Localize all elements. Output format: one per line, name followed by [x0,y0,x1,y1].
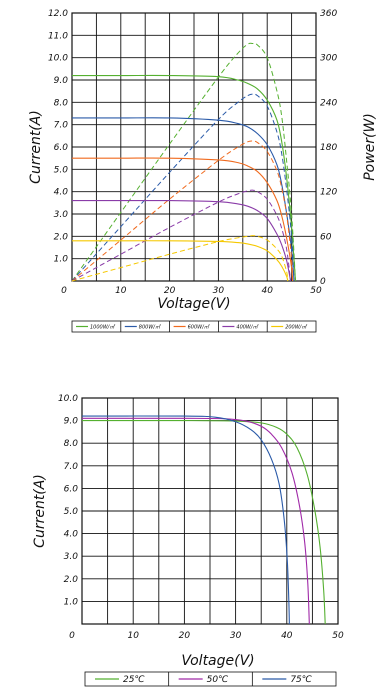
chart2-x-axis-label: Voltage(V) [181,653,254,669]
chart1-y-tick-label: 8.0 [54,98,69,108]
chart2-iv-curve-2 [81,415,290,625]
chart1-pv-curve-0 [71,42,296,282]
chart2-legend-label: 75℃ [290,675,312,685]
chart1-y-tick-label: 9.0 [54,76,69,86]
chart1-x-tick-label: 0 [61,286,67,296]
chart1-y2-tick-label: 300 [320,54,337,64]
chart2-y-tick-label: 4.0 [64,530,79,540]
chart1-iv-curve-1 [72,117,295,282]
chart1-y-tick-label: 10.0 [48,54,68,64]
chart2-y-tick-label: 1.0 [64,597,79,607]
chart1-y2-tick-label: 240 [320,98,337,108]
chart2-x-tick-label: 10 [127,631,139,641]
chart1-x-tick-label: 20 [164,286,176,296]
chart2-x-tick-label: 20 [179,631,191,641]
chart1-y-tick-label: 2.0 [54,232,69,242]
chart1-y-tick-label: 4.0 [54,188,69,198]
chart1-x-axis-label: Voltage(V) [157,296,230,312]
chart2-iv-curve-1 [81,417,310,625]
chart1-legend-label: 200W/㎡ [285,324,307,331]
chart2-iv-curve-0 [81,420,326,625]
chart1-legend-label: 600W/㎡ [188,324,210,331]
chart2-y-tick-label: 5.0 [64,507,79,517]
chart2-y-tick-label: 2.0 [64,575,79,585]
chart2-y-tick-label: 10.0 [58,394,78,404]
chart1-iv-curve-3 [72,199,292,282]
chart1-y2-tick-label: 60 [320,232,332,242]
chart1-legend-label: 800W/㎡ [139,324,161,331]
chart1-y-tick-label: 7.0 [54,121,69,131]
chart2-legend-label: 50℃ [207,675,229,685]
chart1-y-tick-label: 11.0 [48,31,68,41]
chart1-legend-box [71,320,317,333]
chart1-x-tick-label: 10 [115,286,127,296]
chart1-x-tick-label: 30 [213,286,225,296]
chart2-x-tick-label: 30 [230,631,242,641]
chart2-legend-box [84,671,337,687]
chart1-y2-tick-label: 180 [320,143,337,153]
chart2-plot-frame [81,397,339,625]
chart2-y-tick-label: 6.0 [64,484,79,494]
chart1-legend-label: 1000W/㎡ [90,324,115,331]
chart1-pv-curve-3 [71,189,292,282]
chart1-x-tick-label: 40 [261,286,273,296]
chart1-y-tick-label: 5.0 [54,165,69,175]
chart1-pv-curve-2 [71,140,294,282]
chart2-y-tick-label: 8.0 [64,439,79,449]
chart1-y-tick-label: 3.0 [54,210,69,220]
chart2-y-tick-label: 7.0 [64,462,79,472]
chart1-y-tick-label: 12.0 [48,9,68,19]
chart1-x-tick-label: 50 [310,286,322,296]
chart1-y2-axis-label: Power(W) [362,113,378,181]
chart1-y-axis-label: Current(A) [28,110,44,184]
chart1-y-tick-label: 1.0 [54,255,69,265]
chart1-iv-curve-4 [71,240,289,282]
chart1-pv-curve-4 [71,235,289,282]
chart2-legend-label: 25℃ [123,675,145,685]
chart1-y2-tick-label: 120 [320,188,337,198]
chart1-y-tick-label: 6.0 [54,143,69,153]
chart2-y-tick-label: 3.0 [64,552,79,562]
chart2-x-tick-label: 0 [69,631,75,641]
chart2-y-tick-label: 9.0 [64,417,79,427]
chart1-y2-tick-label: 360 [320,9,337,19]
chart2-x-tick-label: 40 [281,631,293,641]
chart1-legend-label: 400W/㎡ [236,324,258,331]
chart1-y2-tick-label: 0 [320,277,326,287]
chart1-iv-curve-0 [71,74,297,282]
chart1-plot-frame [71,12,317,282]
chart2-y-axis-label: Current(A) [32,474,48,548]
chart1-iv-curve-2 [71,157,294,282]
chart1-pv-curve-1 [71,93,295,282]
chart2-x-tick-label: 50 [332,631,344,641]
